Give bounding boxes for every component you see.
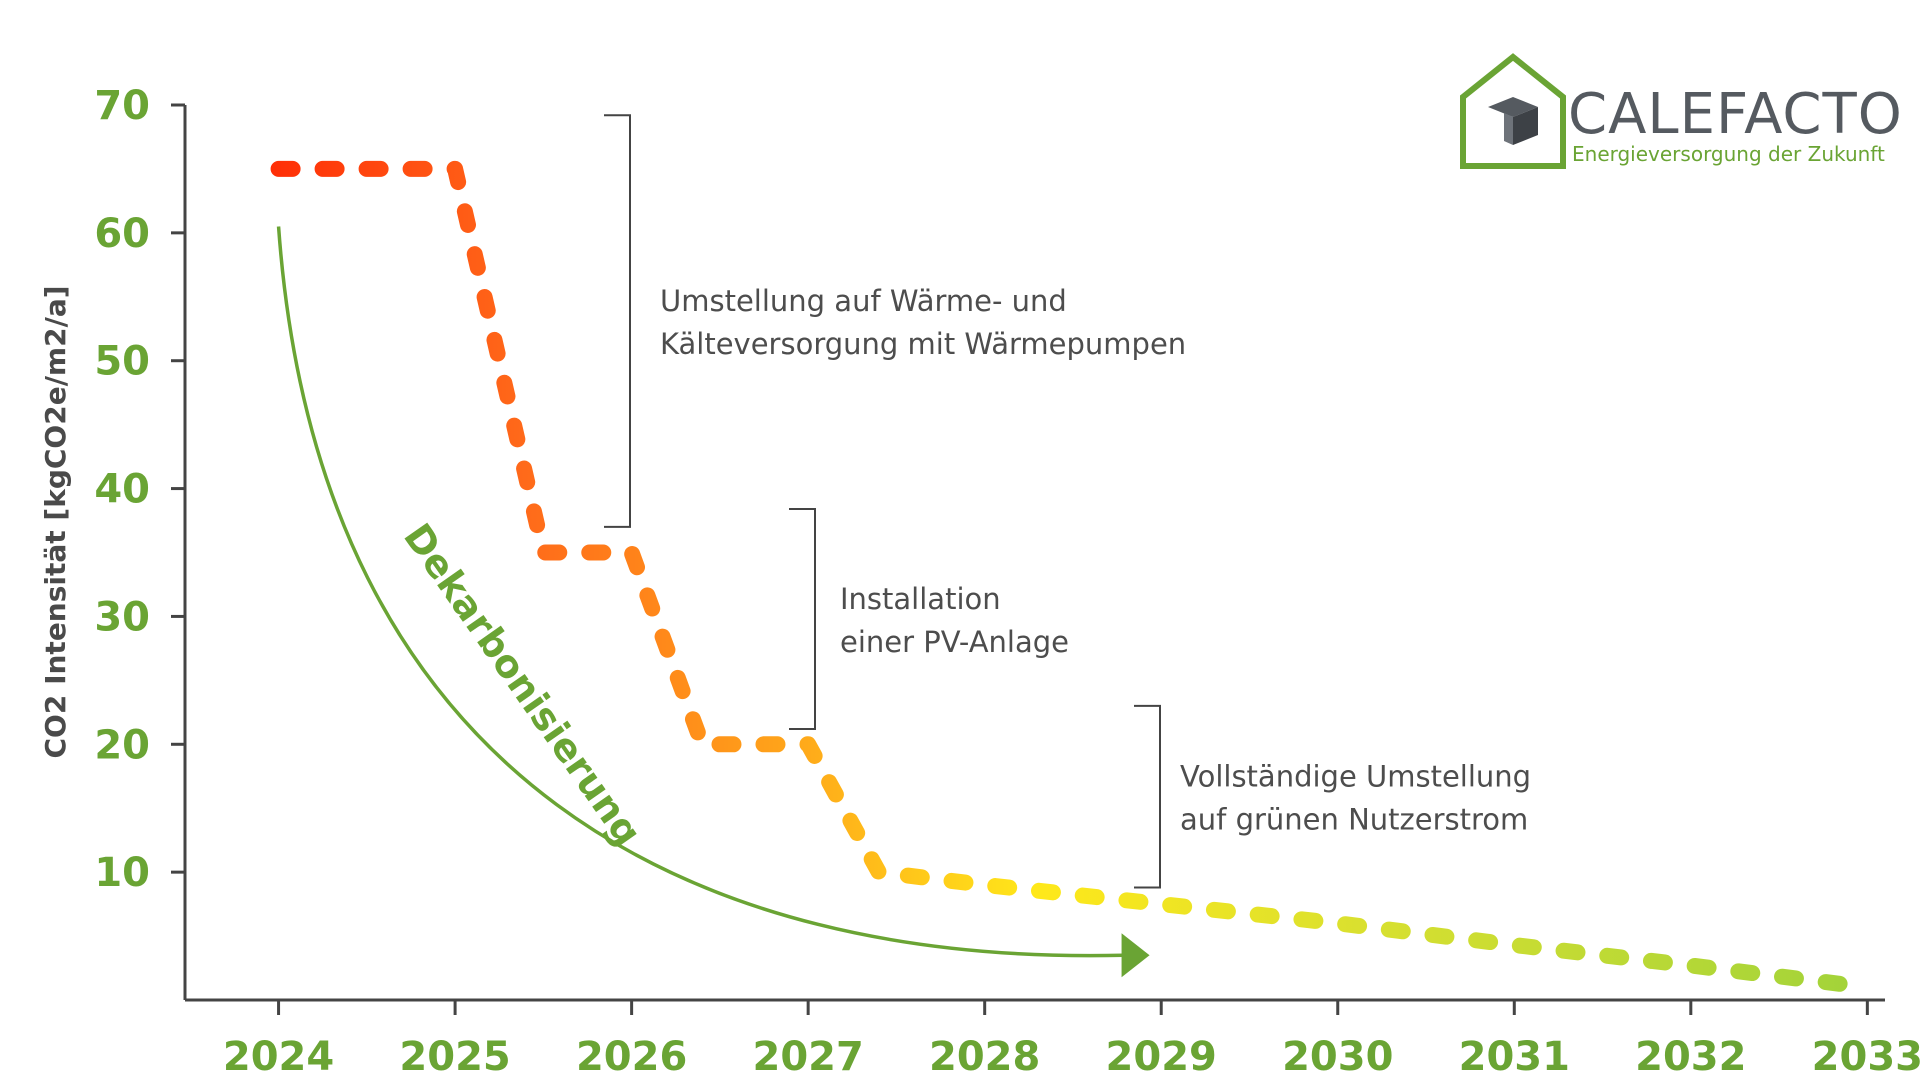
y-axis-label: CO2 Intensität [kgCO2e/m2/a] xyxy=(39,285,72,758)
annotation-text: auf grünen Nutzerstrom xyxy=(1180,803,1528,837)
y-tick-label: 40 xyxy=(94,467,150,513)
annotation-text: Installation xyxy=(840,582,1001,616)
y-tick-label: 70 xyxy=(94,83,150,129)
series-layer xyxy=(270,160,1876,996)
y-tick-label: 60 xyxy=(94,211,150,257)
annotations-layer: Umstellung auf Wärme- und Kälteversorgung… xyxy=(604,114,1531,889)
y-tick-label: 50 xyxy=(94,339,150,385)
annotation-text: einer PV-Anlage xyxy=(840,625,1069,659)
arrow-curve xyxy=(276,226,1124,958)
x-tick-label: 2027 xyxy=(752,1034,863,1080)
annotation-bracket xyxy=(789,508,816,730)
axes-layer xyxy=(183,105,1885,1002)
x-tick-label: 2029 xyxy=(1106,1034,1217,1080)
x-tick-label: 2030 xyxy=(1282,1034,1393,1080)
annotation-bracket xyxy=(604,114,631,528)
x-tick-label: 2026 xyxy=(576,1034,687,1080)
x-tick-label: 2025 xyxy=(399,1034,510,1080)
series-line xyxy=(270,160,1876,996)
y-tick-label: 20 xyxy=(94,722,150,768)
annotation-bracket xyxy=(1134,704,1161,889)
logo: CALEFACTO Energieversorgung der Zukunft xyxy=(1460,53,1903,169)
y-tick-label: 30 xyxy=(94,594,150,640)
x-tick-label: 2028 xyxy=(929,1034,1040,1080)
x-tick-label: 2031 xyxy=(1459,1034,1570,1080)
house-cube-icon xyxy=(1460,53,1566,169)
annotation-text: Umstellung auf Wärme- und xyxy=(660,284,1067,318)
x-tick-label: 2032 xyxy=(1635,1034,1746,1080)
annotation-text: Vollständige Umstellung xyxy=(1180,760,1531,794)
annotation-text: Kälteversorgung mit Wärmepumpen xyxy=(660,327,1186,361)
x-tick-label: 2024 xyxy=(223,1034,334,1080)
logo-tagline: Energieversorgung der Zukunft xyxy=(1572,142,1885,166)
logo-name: CALEFACTO xyxy=(1568,82,1903,147)
x-tick-label: 2033 xyxy=(1812,1034,1920,1080)
arrow-head xyxy=(1121,933,1150,978)
y-tick-label: 10 xyxy=(94,850,150,896)
